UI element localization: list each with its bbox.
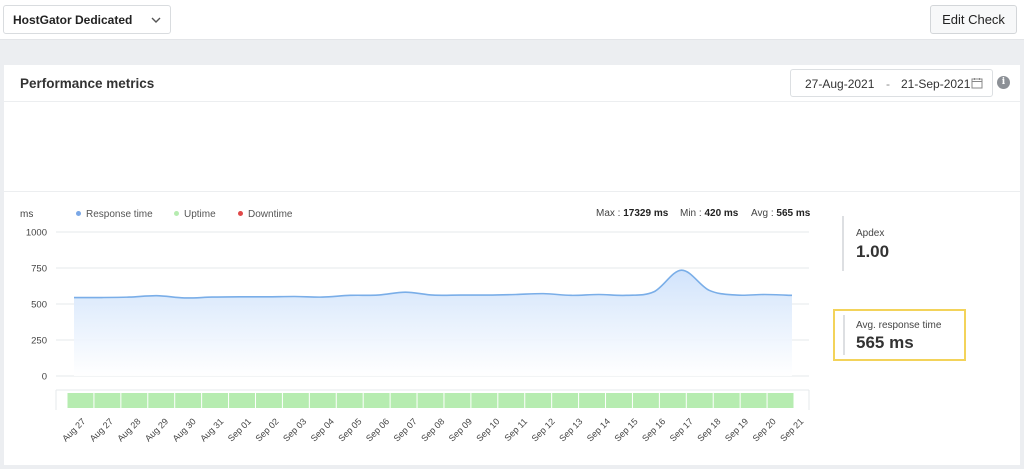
uptime-segment [363, 393, 390, 408]
legend-dot-icon [76, 210, 81, 216]
x-tick-label: Aug 28 [115, 416, 142, 443]
x-tick-label: Sep 20 [751, 416, 778, 443]
performance-metrics-card: Performance metrics 27-Aug-2021 - 21-Sep… [4, 65, 1020, 465]
avg-response-label: Avg. response time [856, 320, 942, 331]
uptime-segment [67, 393, 94, 408]
calendar-icon [971, 78, 983, 89]
uptime-segment [94, 393, 121, 408]
uptime-segment [390, 393, 417, 408]
x-tick-label: Sep 01 [226, 416, 253, 443]
x-tick-label: Sep 05 [336, 416, 363, 443]
header-divider [4, 101, 1020, 102]
x-tick-label: Sep 14 [585, 416, 612, 443]
y-tick-label: 250 [31, 336, 47, 347]
info-icon[interactable]: i [997, 76, 1010, 89]
legend-uptime[interactable]: Uptime [174, 209, 216, 220]
y-tick-label: 0 [42, 372, 47, 383]
avg-response-value: 565 ms [856, 333, 914, 352]
uptime-segment [552, 393, 579, 408]
x-tick-label: Sep 18 [695, 416, 722, 443]
x-tick-label: Sep 11 [502, 416, 529, 443]
date-range-picker[interactable]: 27-Aug-2021 - 21-Sep-2021 [790, 69, 993, 97]
uptime-segment [632, 393, 659, 408]
y-unit-label: ms [20, 209, 34, 220]
legend-response-time[interactable]: Response time [76, 209, 153, 220]
legend-downtime[interactable]: Downtime [238, 209, 292, 220]
uptime-segment [444, 393, 471, 408]
uptime-segment [686, 393, 713, 408]
avg-response-highlight [833, 309, 966, 361]
uptime-segment [121, 393, 148, 408]
uptime-segment [659, 393, 686, 408]
avg-response-divider [843, 315, 845, 355]
apdex-value: 1.00 [856, 242, 890, 261]
x-tick-label: Sep 02 [253, 416, 280, 443]
section-divider [4, 191, 1020, 192]
x-tick-label: Sep 09 [447, 416, 474, 443]
chevron-down-icon [151, 17, 161, 23]
date-to: 21-Sep-2021 [901, 77, 971, 91]
stat-avg: Avg : 565 ms [751, 208, 811, 219]
uptime-segment [417, 393, 444, 408]
x-tick-label: Aug 27 [60, 416, 87, 443]
y-tick-label: 750 [31, 264, 47, 275]
x-tick-label: Sep 04 [309, 416, 336, 443]
uptime-segment [471, 393, 498, 408]
uptime-segment [740, 393, 767, 408]
uptime-segment [175, 393, 202, 408]
stat-max: Max : 17329 ms [596, 208, 669, 219]
x-tick-label: Sep 17 [668, 416, 695, 443]
x-tick-label: Sep 15 [612, 416, 639, 443]
uptime-segment [148, 393, 175, 408]
uptime-segment [606, 393, 632, 408]
x-tick-label: Aug 27 [88, 416, 115, 443]
x-tick-label: Sep 12 [530, 416, 557, 443]
date-from: 27-Aug-2021 [805, 77, 875, 91]
uptime-segment [229, 393, 255, 408]
uptime-segment [282, 393, 309, 408]
uptime-segment [579, 393, 606, 408]
stat-min: Min : 420 ms [680, 208, 739, 219]
x-tick-label: Sep 07 [392, 416, 419, 443]
legend-dot-icon [238, 210, 243, 216]
apdex-label: Apdex [856, 228, 885, 239]
uptime-segment [713, 393, 740, 408]
x-tick-label: Sep 06 [364, 416, 391, 443]
x-tick-label: Sep 19 [723, 416, 750, 443]
uptime-segment [255, 393, 282, 408]
uptime-segment [336, 393, 363, 408]
x-tick-label: Aug 30 [171, 416, 198, 443]
uptime-segment [309, 393, 336, 408]
uptime-segment [202, 393, 229, 408]
x-tick-label: Aug 29 [143, 416, 170, 443]
date-separator: - [886, 77, 890, 91]
y-tick-label: 1000 [26, 228, 47, 239]
x-tick-label: Sep 16 [640, 416, 667, 443]
edit-check-button[interactable]: Edit Check [930, 5, 1017, 34]
uptime-segment [767, 393, 794, 408]
x-tick-label: Aug 31 [198, 416, 225, 443]
x-tick-label: Sep 03 [281, 416, 308, 443]
response-time-line [73, 269, 793, 299]
x-tick-label: Sep 13 [557, 416, 584, 443]
uptime-segment [498, 393, 525, 408]
legend-dot-icon [174, 210, 179, 216]
x-tick-label: Sep 21 [778, 416, 805, 443]
uptime-segment [525, 393, 552, 408]
y-tick-label: 500 [31, 300, 47, 311]
card-title: Performance metrics [20, 76, 155, 91]
top-bar: HostGator Dedicated Edit Check [0, 0, 1024, 40]
monitor-select[interactable]: HostGator Dedicated [3, 5, 171, 34]
x-tick-label: Sep 10 [474, 416, 501, 443]
monitor-select-value: HostGator Dedicated [13, 13, 133, 27]
apdex-divider [842, 216, 844, 271]
response-time-area [74, 270, 792, 376]
x-tick-label: Sep 08 [419, 416, 446, 443]
